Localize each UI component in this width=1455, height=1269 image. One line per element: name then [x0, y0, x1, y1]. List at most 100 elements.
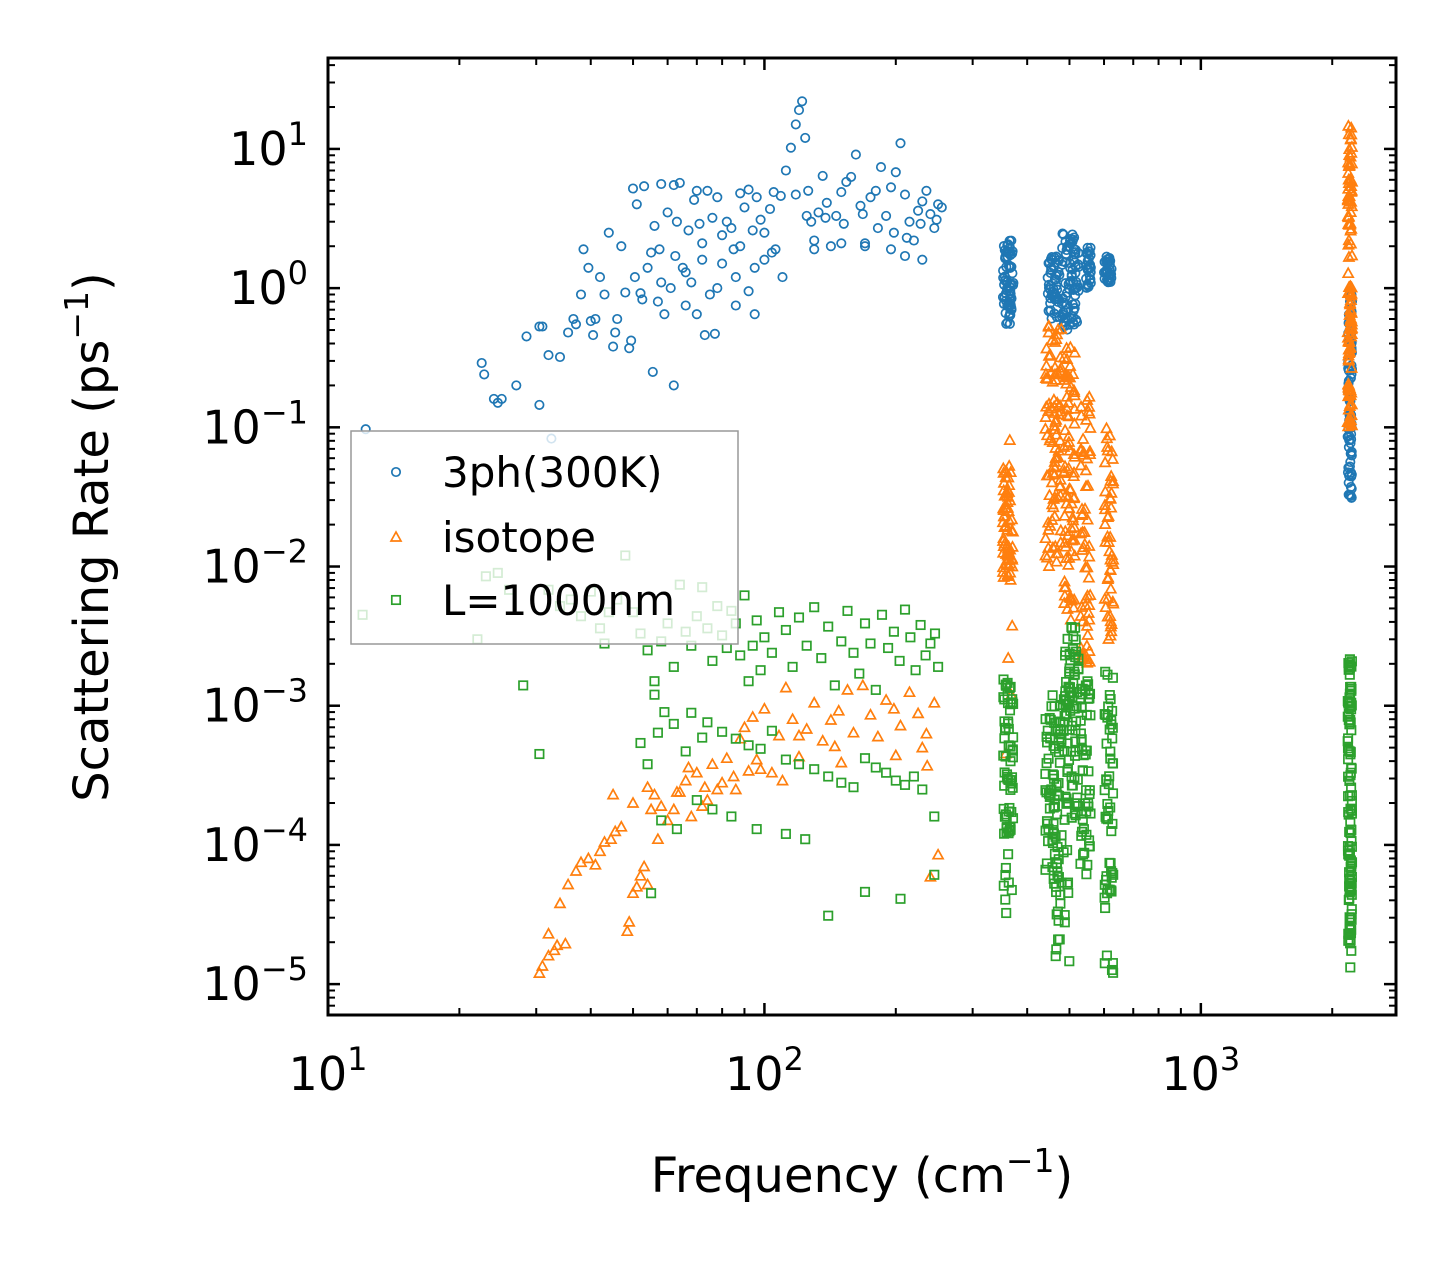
data-point — [569, 864, 583, 876]
data-point — [1346, 945, 1357, 956]
data-point — [1083, 766, 1094, 777]
data-point — [1059, 710, 1070, 721]
data-point — [787, 661, 798, 672]
data-point — [1063, 370, 1077, 383]
data-point — [1053, 479, 1067, 492]
data-point — [1081, 829, 1092, 840]
data-point — [888, 227, 899, 238]
data-point — [1040, 468, 1054, 481]
data-point — [1042, 272, 1053, 283]
data-point — [1081, 479, 1095, 491]
data-point — [1057, 465, 1071, 478]
x-tick-label: 103 — [1161, 1040, 1240, 1101]
data-point — [899, 779, 911, 790]
data-point — [1085, 267, 1096, 278]
x-tick-label: 101 — [289, 1040, 368, 1101]
data-point — [616, 241, 627, 252]
data-point — [1081, 785, 1092, 796]
data-point — [1344, 659, 1355, 671]
data-point — [680, 267, 691, 278]
data-point — [1004, 465, 1018, 478]
data-point — [652, 296, 663, 307]
data-point — [747, 640, 758, 651]
data-point — [1346, 450, 1357, 461]
data-point — [1344, 912, 1355, 923]
data-point — [875, 162, 887, 173]
data-point — [859, 618, 871, 629]
data-point — [923, 870, 937, 882]
data-point — [754, 762, 768, 775]
data-point — [604, 832, 618, 845]
data-point — [836, 187, 847, 198]
data-point — [1056, 877, 1067, 888]
data-point — [1345, 322, 1358, 335]
data-point — [1345, 184, 1359, 196]
data-point — [755, 214, 766, 225]
data-point — [654, 799, 668, 811]
data-point — [1059, 368, 1072, 380]
y-axis-label: Scattering Rate (ps−1) — [57, 272, 120, 802]
data-point — [780, 624, 791, 636]
data-point — [920, 650, 931, 661]
data-point — [697, 254, 708, 265]
data-point — [730, 300, 741, 311]
data-point — [1038, 422, 1052, 434]
data-point — [1062, 877, 1074, 888]
data-point — [820, 212, 831, 223]
data-point — [881, 210, 892, 221]
data-point — [659, 707, 670, 718]
data-point — [563, 327, 574, 338]
data-point — [1068, 243, 1080, 255]
data-point — [1082, 549, 1096, 562]
data-point — [594, 272, 606, 283]
data-point — [1059, 539, 1073, 552]
data-point — [652, 727, 663, 738]
data-point — [1052, 723, 1064, 735]
data-point — [1085, 710, 1096, 721]
data-point — [1061, 709, 1072, 720]
data-point — [1044, 348, 1057, 360]
data-point — [1004, 261, 1015, 272]
data-point — [1042, 318, 1056, 331]
data-point — [883, 642, 894, 654]
data-point — [1107, 733, 1118, 744]
data-point — [626, 886, 640, 899]
data-point — [686, 277, 697, 288]
data-point — [821, 197, 832, 208]
data-point — [1105, 746, 1116, 757]
data-point — [1001, 318, 1012, 329]
data-point — [929, 628, 941, 639]
data-point — [1048, 422, 1062, 435]
data-point — [997, 570, 1011, 582]
data-point — [876, 609, 888, 620]
data-point — [1005, 512, 1019, 525]
data-point — [578, 244, 589, 255]
data-point — [764, 203, 776, 215]
data-point — [766, 647, 777, 658]
data-point — [705, 757, 719, 770]
data-point — [1065, 233, 1076, 244]
data-point — [800, 834, 811, 845]
data-point — [823, 621, 834, 632]
data-point — [1042, 737, 1053, 748]
data-point — [1343, 489, 1354, 500]
data-point — [1000, 862, 1011, 874]
data-point — [755, 665, 766, 676]
data-point — [697, 732, 708, 743]
data-point — [1003, 716, 1014, 727]
data-point — [1067, 600, 1081, 613]
legend-label: L=1000nm — [442, 576, 675, 625]
data-point — [1342, 176, 1356, 189]
data-point — [1068, 416, 1081, 429]
data-point — [749, 262, 760, 273]
data-point — [1056, 298, 1068, 309]
data-point — [712, 283, 723, 294]
data-point — [743, 286, 754, 297]
data-point — [651, 832, 665, 845]
data-point — [1076, 432, 1090, 444]
data-point — [1342, 233, 1356, 246]
data-point — [1342, 467, 1354, 478]
data-point — [1076, 830, 1087, 841]
data-point — [786, 712, 800, 725]
data-point — [848, 647, 859, 658]
